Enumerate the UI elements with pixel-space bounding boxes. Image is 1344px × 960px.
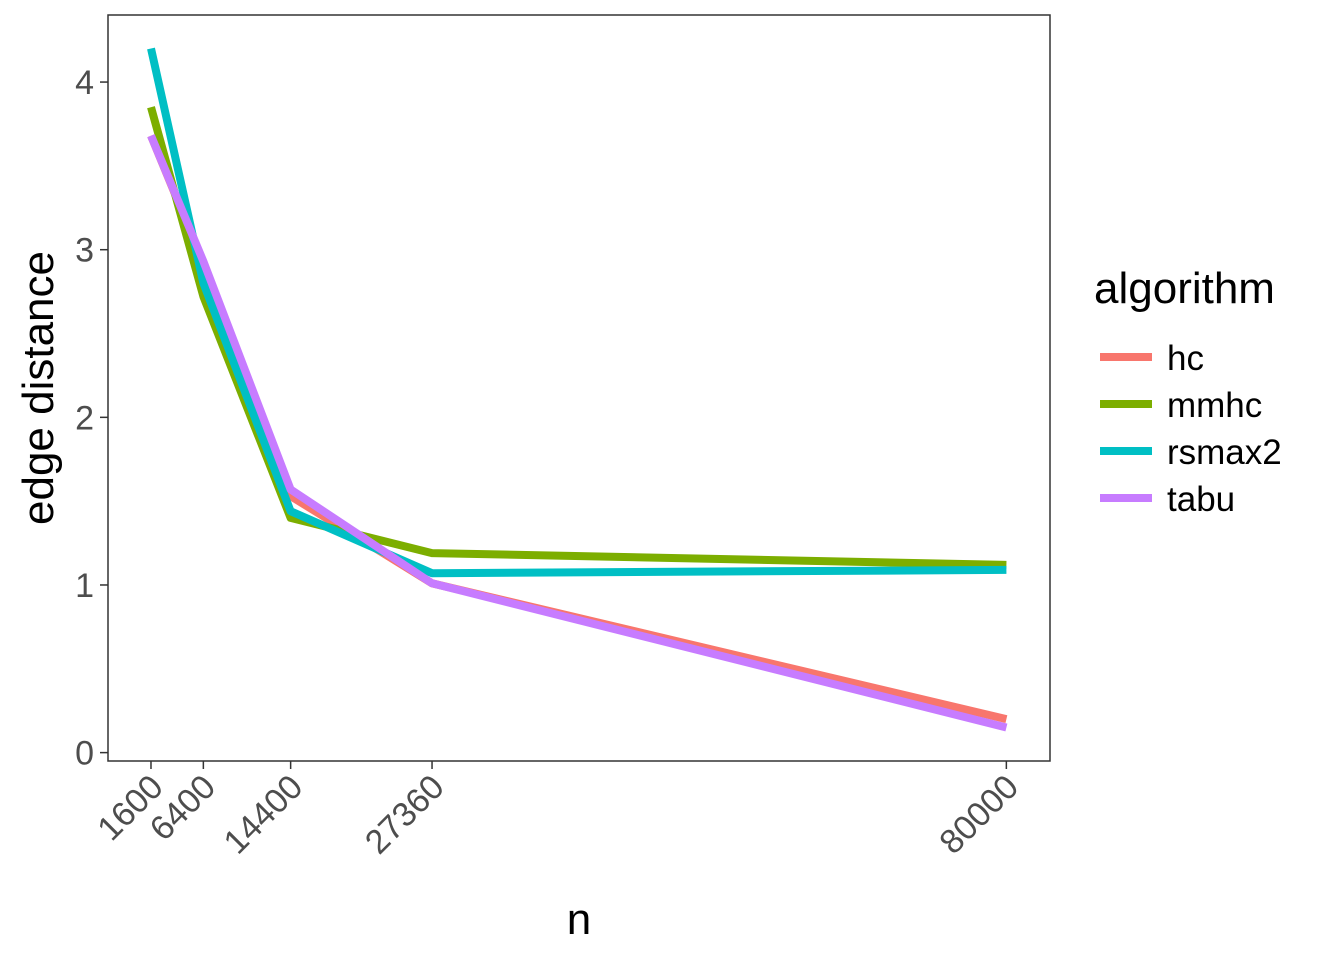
y-tick-label: 1 bbox=[75, 567, 94, 605]
legend-label-mmhc: mmhc bbox=[1167, 386, 1262, 425]
x-tick-label: 80000 bbox=[932, 768, 1026, 862]
y-axis-title: edge distance bbox=[14, 251, 63, 525]
series-layer bbox=[147, 47, 1008, 732]
y-axis: 0 1 2 3 4 bbox=[75, 64, 108, 773]
legend-label-hc: hc bbox=[1167, 339, 1204, 378]
series-line-mmhc bbox=[147, 106, 1007, 569]
y-tick-label: 0 bbox=[75, 735, 94, 773]
series-line-tabu bbox=[147, 134, 1008, 732]
series-line-rsmax2 bbox=[147, 47, 1007, 578]
y-tick-label: 4 bbox=[75, 64, 94, 102]
legend-label-rsmax2: rsmax2 bbox=[1167, 433, 1282, 472]
y-tick-label: 3 bbox=[75, 232, 94, 270]
plot-panel bbox=[107, 14, 1051, 762]
legend-title: algorithm bbox=[1094, 264, 1275, 313]
legend-label-tabu: tabu bbox=[1167, 480, 1235, 519]
x-axis-title: n bbox=[567, 895, 591, 944]
legend: algorithm hc mmhc rsmax2 tabu bbox=[1094, 264, 1282, 519]
x-tick-label: 27360 bbox=[358, 768, 452, 862]
y-tick-label: 2 bbox=[75, 399, 94, 437]
x-tick-label: 14400 bbox=[217, 768, 311, 862]
